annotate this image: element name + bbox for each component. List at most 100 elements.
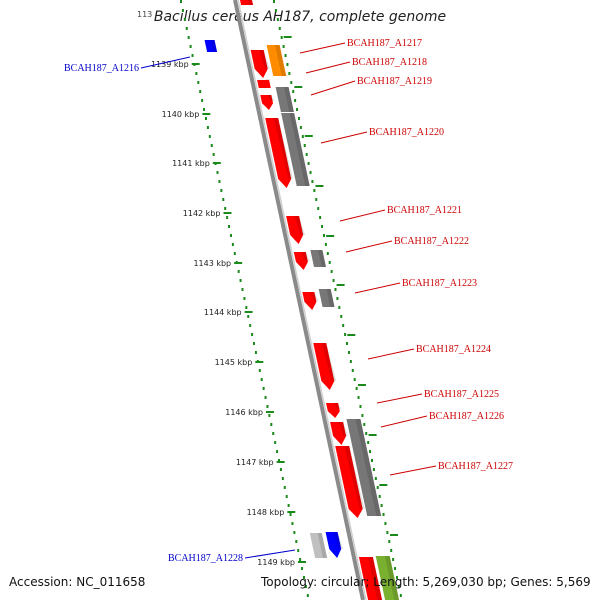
right-ruler-dot bbox=[334, 288, 337, 291]
right-ruler-dot bbox=[397, 585, 400, 588]
left-ruler-dot bbox=[276, 450, 279, 453]
right-ruler-dot bbox=[380, 504, 383, 507]
gray-feature-a1219 bbox=[275, 87, 294, 112]
right-ruler-dot bbox=[313, 189, 316, 192]
left-ruler-dot bbox=[272, 432, 275, 435]
right-ruler-dot bbox=[278, 27, 281, 30]
clipped-tick-label: 113 bbox=[137, 10, 153, 19]
genome-backbone bbox=[233, 0, 367, 600]
right-ruler-dot bbox=[332, 279, 335, 282]
scale-rulers: 1139 kbp 1140 kbp 1141 kbp 1142 kbp 1143 kbp… bbox=[151, 0, 402, 597]
right-ruler-dot bbox=[301, 135, 304, 138]
orange-feature-a1218 bbox=[266, 45, 287, 76]
left-ruler-dot bbox=[191, 54, 194, 57]
scale-tick-label: 1146 kbp bbox=[225, 408, 263, 417]
right-ruler-dot bbox=[328, 261, 331, 264]
leader-a1218 bbox=[305, 61, 351, 74]
gray-feature-a1222 bbox=[310, 250, 327, 267]
scale-tick-label: 1143 kbp bbox=[193, 259, 231, 268]
leader-a1221 bbox=[339, 209, 386, 222]
left-ruler-dot bbox=[270, 423, 273, 426]
left-ruler-dot bbox=[254, 351, 257, 354]
right-ruler-dot bbox=[336, 297, 339, 300]
cds-feature-a1225 bbox=[326, 403, 342, 418]
gene-labels: BCAH187_A1217 BCAH187_A1218 BCAH187_A1219 B… bbox=[64, 38, 513, 564]
right-ruler-dot bbox=[282, 45, 285, 48]
left-ruler-dot bbox=[206, 126, 209, 129]
left-ruler-dot bbox=[229, 234, 232, 237]
scale-tick-label: 1148 kbp bbox=[247, 508, 285, 517]
gene-label-a1227: BCAH187_A1227 bbox=[438, 461, 513, 472]
right-ruler-dot bbox=[307, 162, 310, 165]
right-ruler-dot bbox=[349, 360, 352, 363]
left-ruler-dot bbox=[301, 567, 304, 570]
right-ruler-dot bbox=[359, 405, 362, 408]
cds-feature-a1219 bbox=[260, 95, 275, 110]
left-ruler-dot bbox=[231, 243, 234, 246]
leader-a1227 bbox=[389, 465, 437, 476]
gene-label-a1221: BCAH187_A1221 bbox=[387, 205, 462, 216]
right-ruler-dot bbox=[305, 153, 308, 156]
left-ruler-dot bbox=[262, 387, 265, 390]
right-ruler-dot bbox=[369, 450, 372, 453]
leader-a1225 bbox=[376, 393, 423, 404]
cds-feature-a1221 bbox=[286, 216, 306, 244]
right-ruler-dot bbox=[309, 171, 312, 174]
right-ruler-dot bbox=[297, 117, 300, 120]
left-ruler-dot bbox=[295, 540, 298, 543]
right-ruler-dot bbox=[370, 459, 373, 462]
left-ruler-dot bbox=[189, 45, 192, 48]
right-ruler-dot bbox=[299, 126, 302, 129]
left-ruler-dot bbox=[224, 207, 227, 210]
left-ruler-dot bbox=[241, 288, 244, 291]
left-ruler-dot bbox=[226, 216, 229, 219]
cds-feature-a1226 bbox=[330, 422, 349, 445]
left-ruler-dot bbox=[204, 117, 207, 120]
right-ruler-dot bbox=[346, 342, 349, 345]
right-ruler-dot bbox=[344, 333, 347, 336]
blue-feature-a1216 bbox=[204, 40, 218, 52]
left-ruler-dot bbox=[247, 315, 250, 318]
right-ruler-dot bbox=[363, 423, 366, 426]
scale-tick-label: 1147 kbp bbox=[236, 458, 274, 467]
right-ruler-dot bbox=[376, 486, 379, 489]
right-ruler-dot bbox=[286, 63, 289, 66]
left-ruler-dot bbox=[264, 396, 267, 399]
left-ruler-dot bbox=[233, 252, 236, 255]
gray-feature-a1223 bbox=[318, 289, 335, 307]
left-ruler-dot bbox=[277, 459, 280, 462]
left-ruler-dot bbox=[304, 585, 307, 588]
left-ruler-dot bbox=[185, 27, 188, 30]
cds-feature-a1217 bbox=[250, 50, 270, 78]
leader-a1217 bbox=[299, 42, 346, 54]
left-ruler-dot bbox=[243, 297, 246, 300]
gene-label-a1220: BCAH187_A1220 bbox=[369, 127, 444, 138]
left-ruler-dot bbox=[289, 513, 292, 516]
right-ruler-dot bbox=[292, 90, 295, 93]
left-ruler-dot bbox=[212, 153, 215, 156]
left-ruler-dot bbox=[279, 468, 282, 471]
left-ruler-dot bbox=[216, 171, 219, 174]
leader-a1222 bbox=[345, 240, 393, 253]
topology-text: Topology: circular; Length: 5,269,030 bp… bbox=[261, 575, 591, 589]
label-leader-lines bbox=[140, 42, 437, 559]
green-feature-bottom bbox=[375, 556, 400, 600]
gray-feature-a1227 bbox=[346, 419, 382, 516]
scale-tick-label: 1149 kbp bbox=[257, 558, 295, 567]
gene-features bbox=[204, 0, 400, 600]
left-ruler-dot bbox=[306, 594, 309, 597]
right-ruler-dot bbox=[340, 315, 343, 318]
cds-feature-a1223 bbox=[302, 292, 319, 310]
right-ruler-dot bbox=[315, 198, 318, 201]
right-ruler-dot bbox=[351, 369, 354, 372]
gene-label-a1226: BCAH187_A1226 bbox=[429, 411, 504, 422]
left-ruler-dot bbox=[302, 576, 305, 579]
left-ruler-dot bbox=[245, 306, 248, 309]
cds-feature-a1220 bbox=[265, 118, 294, 188]
left-ruler-dot bbox=[260, 378, 263, 381]
left-ruler-dot bbox=[239, 279, 242, 282]
left-ruler-dot bbox=[210, 144, 213, 147]
scale-tick-label: 1140 kbp bbox=[162, 110, 200, 119]
